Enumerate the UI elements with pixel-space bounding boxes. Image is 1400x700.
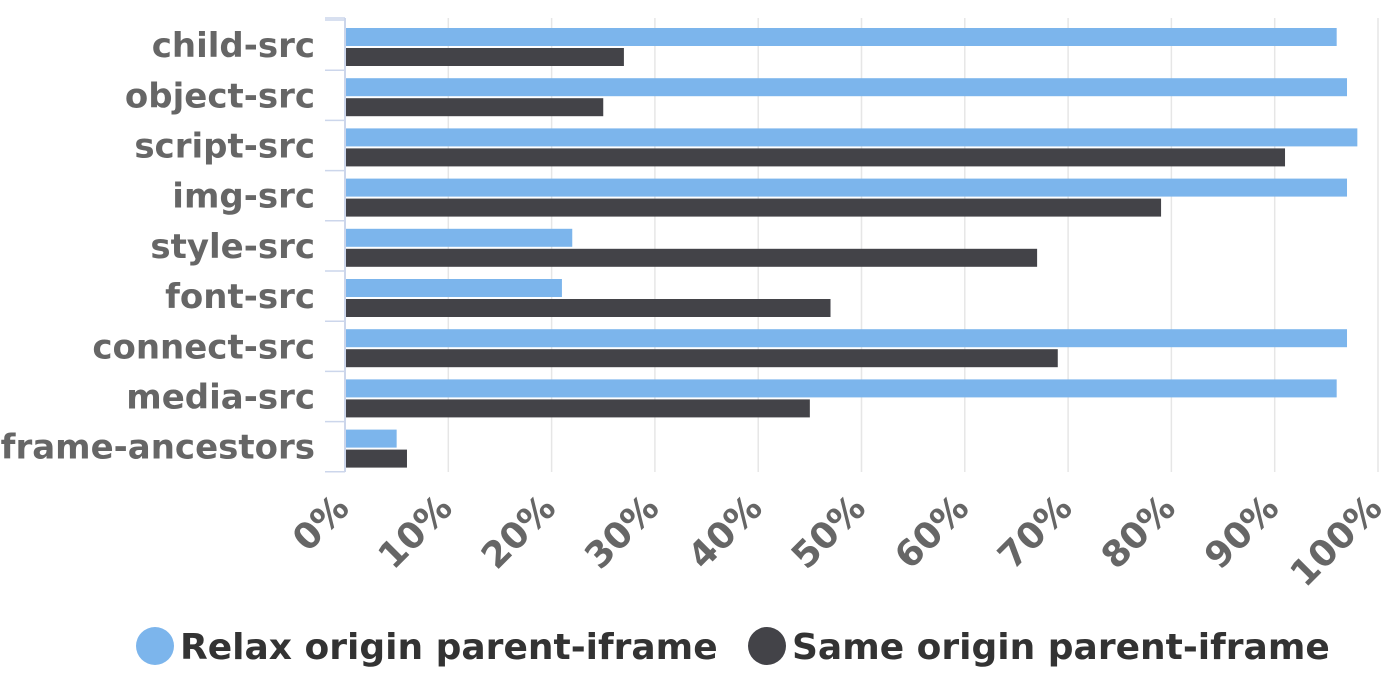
bar-relax-origin[interactable] <box>346 78 1348 97</box>
bar-same-origin[interactable] <box>346 399 810 418</box>
category-label: object-src <box>125 76 315 116</box>
bar-same-origin[interactable] <box>346 48 624 66</box>
bar-same-origin[interactable] <box>346 148 1286 167</box>
legend-item[interactable]: Same origin parent-iframe <box>748 627 1330 668</box>
bar-same-origin[interactable] <box>346 349 1058 368</box>
bar-same-origin[interactable] <box>346 299 831 317</box>
bar-relax-origin[interactable] <box>346 279 562 297</box>
x-tick-label: 40% <box>681 487 771 577</box>
x-tick-label: 20% <box>474 487 564 577</box>
category-label: media-src <box>126 378 315 418</box>
category-label: style-src <box>150 227 315 267</box>
x-tick-label: 10% <box>371 487 461 577</box>
x-tick-label: 0% <box>285 487 357 559</box>
bar-same-origin[interactable] <box>346 198 1162 217</box>
category-label: font-src <box>165 277 315 317</box>
x-tick-label: 80% <box>1094 487 1184 577</box>
bar-relax-origin[interactable] <box>346 329 1348 348</box>
category-label: script-src <box>134 127 315 167</box>
legend-label: Same origin parent-iframe <box>792 627 1330 668</box>
category-label: connect-src <box>92 327 315 367</box>
bar-relax-origin[interactable] <box>346 28 1337 46</box>
x-tick-label: 60% <box>887 487 977 577</box>
legend-marker <box>748 627 786 665</box>
legend-item[interactable]: Relax origin parent-iframe <box>136 627 718 668</box>
bar-same-origin[interactable] <box>346 449 407 468</box>
bar-same-origin[interactable] <box>346 98 604 117</box>
legend-marker <box>136 627 174 665</box>
x-tick-labels: 0% 10% 20% 30% 40% 50% 60% 70% 80% 90%100% <box>285 487 1390 595</box>
category-label: frame-ancestors <box>1 428 315 468</box>
x-tick-label: 100% <box>1283 487 1391 595</box>
bar-relax-origin[interactable] <box>346 228 573 247</box>
category-label: child-src <box>152 26 315 66</box>
category-labels: child-src object-src script-src img-src styl… <box>1 26 315 468</box>
legend[interactable]: Relax origin parent-iframe Same origin pa… <box>136 627 1330 668</box>
legend-label: Relax origin parent-iframe <box>180 627 718 668</box>
bar-same-origin[interactable] <box>346 248 1038 267</box>
bar-relax-origin[interactable] <box>346 128 1358 147</box>
x-tick-label: 50% <box>784 487 874 577</box>
bar-relax-origin[interactable] <box>346 379 1337 398</box>
bars <box>346 28 1358 468</box>
x-tick-label: 90% <box>1197 487 1287 577</box>
x-tick-label: 30% <box>577 487 667 577</box>
axes <box>325 17 346 473</box>
bar-relax-origin[interactable] <box>346 429 397 448</box>
category-label: img-src <box>172 177 315 217</box>
x-tick-label: 70% <box>991 487 1081 577</box>
bar-relax-origin[interactable] <box>346 178 1348 197</box>
